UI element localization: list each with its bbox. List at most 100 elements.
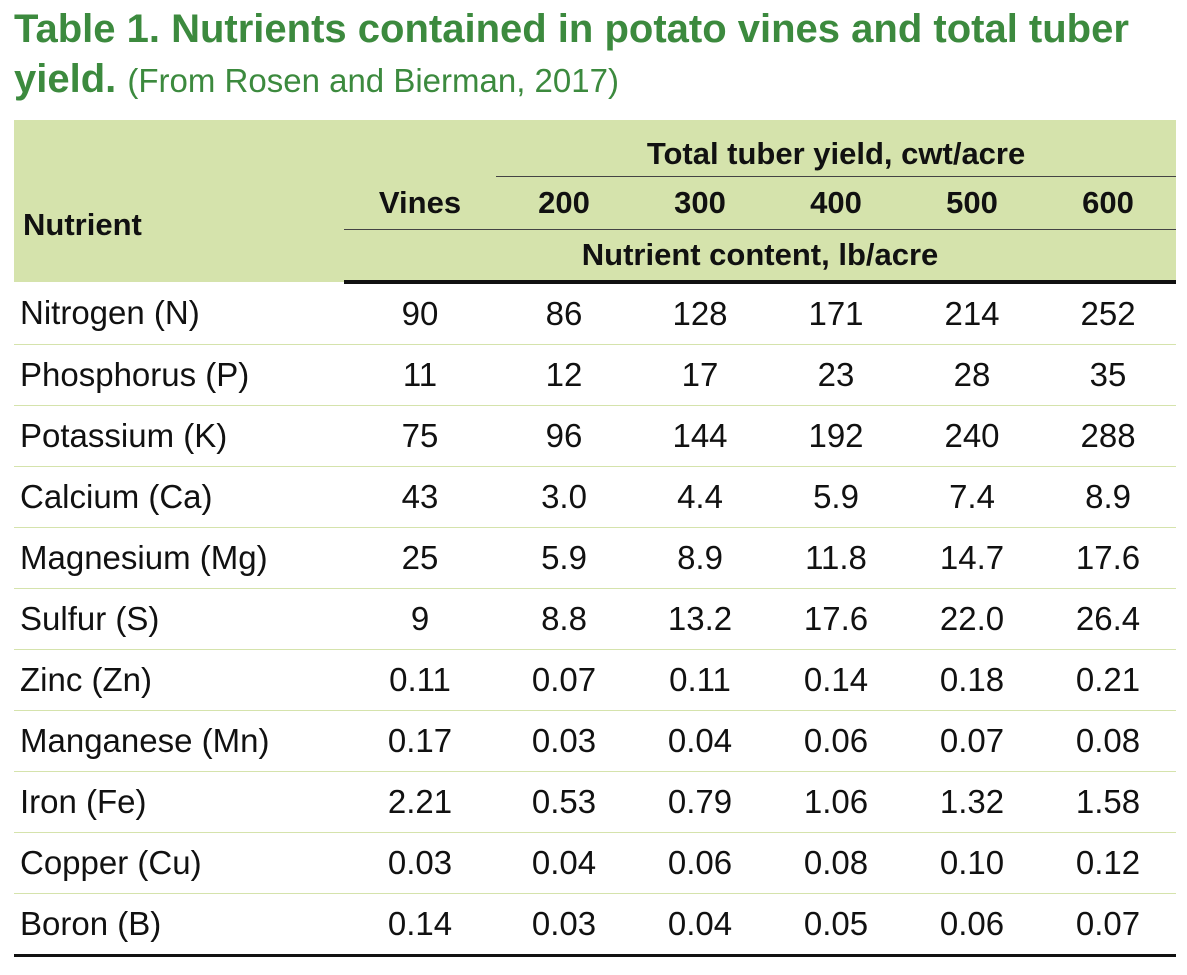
value-cell: 288 (1040, 405, 1177, 467)
value-cell: 96 (496, 405, 632, 467)
header-row-content: Nutrient content, lb/acre (14, 229, 1177, 284)
value-cell: 0.04 (632, 710, 768, 772)
header-nutrient: Nutrient (14, 176, 344, 282)
table-row: Magnesium (Mg) 25 5.9 8.9 11.8 14.7 17.6 (14, 527, 1177, 589)
value-cell: 171 (768, 282, 904, 345)
value-cell: 8.9 (632, 527, 768, 589)
value-cell: 0.03 (344, 832, 496, 894)
value-cell: 90 (344, 282, 496, 345)
value-cell: 14.7 (904, 527, 1040, 589)
nutrient-name-cell: Magnesium (Mg) (14, 527, 344, 589)
value-cell: 35 (1040, 344, 1177, 406)
nutrient-name-cell: Calcium (Ca) (14, 466, 344, 528)
value-cell: 11.8 (768, 527, 904, 589)
nutrient-name-cell: Zinc (Zn) (14, 649, 344, 711)
table-title-source: (From Rosen and Bierman, 2017) (127, 62, 619, 99)
nutrient-table: Total tuber yield, cwt/acre Nutrient Vin… (14, 120, 1177, 957)
value-cell: 0.03 (496, 710, 632, 772)
value-cell: 0.04 (632, 893, 768, 957)
table-title: Table 1. Nutrients contained in potato v… (14, 4, 1174, 106)
value-cell: 0.04 (496, 832, 632, 894)
value-cell: 0.17 (344, 710, 496, 772)
header-yield-600: 600 (1040, 176, 1177, 230)
value-cell: 0.79 (632, 771, 768, 833)
value-cell: 0.06 (904, 893, 1040, 957)
value-cell: 0.11 (632, 649, 768, 711)
value-cell: 0.14 (344, 893, 496, 957)
value-cell: 0.18 (904, 649, 1040, 711)
value-cell: 0.10 (904, 832, 1040, 894)
header-vines: Vines (344, 176, 496, 230)
value-cell: 0.21 (1040, 649, 1177, 711)
header-yield-300: 300 (632, 176, 768, 230)
value-cell: 0.12 (1040, 832, 1177, 894)
value-cell: 9 (344, 588, 496, 650)
value-cell: 11 (344, 344, 496, 406)
value-cell: 1.32 (904, 771, 1040, 833)
table-body: Nitrogen (N) 90 86 128 171 214 252 Phosphorus (… (14, 282, 1177, 957)
header-yield-400: 400 (768, 176, 904, 230)
value-cell: 7.4 (904, 466, 1040, 528)
value-cell: 43 (344, 466, 496, 528)
value-cell: 0.08 (768, 832, 904, 894)
value-cell: 8.9 (1040, 466, 1177, 528)
table-row: Sulfur (S) 9 8.8 13.2 17.6 22.0 26.4 (14, 588, 1177, 650)
table-row: Calcium (Ca) 43 3.0 4.4 5.9 7.4 8.9 (14, 466, 1177, 528)
value-cell: 13.2 (632, 588, 768, 650)
value-cell: 0.07 (904, 710, 1040, 772)
header-blank (344, 120, 496, 177)
header-row-columns: Nutrient Vines 200 300 400 500 600 (14, 176, 1177, 282)
value-cell: 240 (904, 405, 1040, 467)
value-cell: 144 (632, 405, 768, 467)
value-cell: 5.9 (768, 466, 904, 528)
header-yield-span: Total tuber yield, cwt/acre (496, 120, 1177, 177)
value-cell: 12 (496, 344, 632, 406)
nutrient-name-cell: Boron (B) (14, 893, 344, 957)
header-yield-200: 200 (496, 176, 632, 230)
value-cell: 1.06 (768, 771, 904, 833)
value-cell: 4.4 (632, 466, 768, 528)
value-cell: 17.6 (768, 588, 904, 650)
value-cell: 214 (904, 282, 1040, 345)
table-header: Total tuber yield, cwt/acre Nutrient Vin… (14, 120, 1177, 284)
value-cell: 8.8 (496, 588, 632, 650)
header-blank (14, 120, 344, 177)
table-row: Zinc (Zn) 0.11 0.07 0.11 0.14 0.18 0.21 (14, 649, 1177, 711)
value-cell: 0.07 (1040, 893, 1177, 957)
header-yield-500: 500 (904, 176, 1040, 230)
table-row: Phosphorus (P) 11 12 17 23 28 35 (14, 344, 1177, 406)
value-cell: 25 (344, 527, 496, 589)
nutrient-name-cell: Manganese (Mn) (14, 710, 344, 772)
value-cell: 22.0 (904, 588, 1040, 650)
value-cell: 86 (496, 282, 632, 345)
table-row: Boron (B) 0.14 0.03 0.04 0.05 0.06 0.07 (14, 893, 1177, 957)
value-cell: 0.53 (496, 771, 632, 833)
value-cell: 5.9 (496, 527, 632, 589)
value-cell: 252 (1040, 282, 1177, 345)
value-cell: 26.4 (1040, 588, 1177, 650)
value-cell: 28 (904, 344, 1040, 406)
value-cell: 0.07 (496, 649, 632, 711)
value-cell: 17.6 (1040, 527, 1177, 589)
value-cell: 23 (768, 344, 904, 406)
header-content-span: Nutrient content, lb/acre (344, 229, 1177, 284)
value-cell: 2.21 (344, 771, 496, 833)
header-row-yield: Total tuber yield, cwt/acre (14, 120, 1177, 177)
table-row: Nitrogen (N) 90 86 128 171 214 252 (14, 282, 1177, 345)
value-cell: 1.58 (1040, 771, 1177, 833)
table-row: Potassium (K) 75 96 144 192 240 288 (14, 405, 1177, 467)
value-cell: 0.06 (632, 832, 768, 894)
nutrient-name-cell: Potassium (K) (14, 405, 344, 467)
value-cell: 3.0 (496, 466, 632, 528)
table-row: Iron (Fe) 2.21 0.53 0.79 1.06 1.32 1.58 (14, 771, 1177, 833)
value-cell: 0.11 (344, 649, 496, 711)
nutrient-name-cell: Sulfur (S) (14, 588, 344, 650)
table-row: Copper (Cu) 0.03 0.04 0.06 0.08 0.10 0.12 (14, 832, 1177, 894)
value-cell: 0.05 (768, 893, 904, 957)
value-cell: 75 (344, 405, 496, 467)
nutrient-name-cell: Copper (Cu) (14, 832, 344, 894)
value-cell: 0.14 (768, 649, 904, 711)
value-cell: 192 (768, 405, 904, 467)
nutrient-name-cell: Nitrogen (N) (14, 282, 344, 345)
value-cell: 17 (632, 344, 768, 406)
